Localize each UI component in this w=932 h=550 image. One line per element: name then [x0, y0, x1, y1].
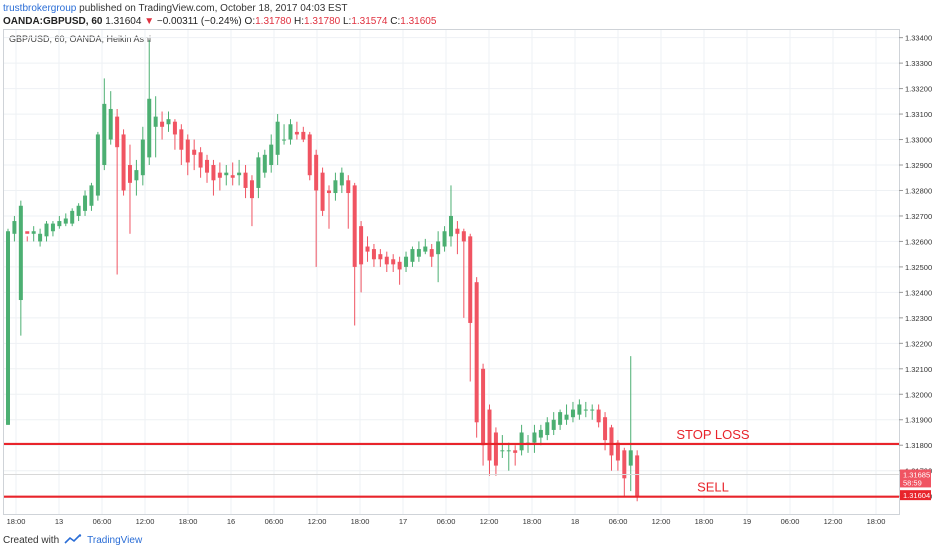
published-line: trustbrokergroup published on TradingVie… [3, 3, 347, 14]
x-tick-label: 18:00 [695, 517, 714, 526]
y-tick-label: 1.32800 [905, 186, 932, 195]
y-tick-label: 1.31600 [905, 492, 932, 501]
x-tick-label: 06:00 [609, 517, 628, 526]
down-arrow-icon: ▼ [144, 16, 155, 27]
x-tick-label: 18:00 [867, 517, 886, 526]
x-tick-label: 06:00 [265, 517, 284, 526]
x-tick-label: 13 [55, 517, 63, 526]
x-tick-label: 12:00 [480, 517, 499, 526]
low-value: 1.31574 [351, 16, 388, 27]
y-tick-label: 1.32400 [905, 288, 932, 297]
price-tag-bg [900, 490, 931, 501]
low-label: L: [342, 16, 352, 27]
created-with-text: Created with [3, 534, 60, 546]
tradingview-brand[interactable]: TradingView [87, 534, 143, 546]
chart-panel[interactable] [3, 29, 900, 515]
y-tick-label: 1.32900 [905, 161, 932, 170]
x-tick-label: 16 [227, 517, 235, 526]
chart-title: GBP/USD, 60, OANDA, Heikin Ashi [9, 34, 152, 44]
y-tick-label: 1.32300 [905, 314, 932, 323]
y-tick-label: 1.31700 [905, 467, 932, 476]
y-tick-label: 1.33300 [905, 59, 932, 68]
y-tick-label: 1.32600 [905, 237, 932, 246]
open-label: O: [244, 16, 256, 27]
ohlc-line: OANDA:GBPUSD, 60 1.31604 ▼ −0.00311 (−0.… [3, 16, 436, 27]
x-tick-label: 06:00 [437, 517, 456, 526]
price-tag: 58:59 [900, 477, 931, 488]
y-tick-label: 1.33200 [905, 85, 932, 94]
y-tick-label: 1.32200 [905, 339, 932, 348]
x-tick-label: 12:00 [308, 517, 327, 526]
x-tick-label: 18:00 [351, 517, 370, 526]
price-tag: 1.31604 [900, 490, 931, 501]
high-value: 1.31780 [304, 16, 341, 27]
x-tick-label: 18:00 [179, 517, 198, 526]
price-tag-bg [900, 469, 931, 480]
open-value: 1.31780 [255, 16, 292, 27]
high-label: H: [294, 16, 305, 27]
x-tick-label: 18 [571, 517, 579, 526]
x-tick-label: 18:00 [523, 517, 542, 526]
y-tick-label: 1.31800 [905, 441, 932, 450]
x-tick-label: 12:00 [136, 517, 155, 526]
symbol-label: OANDA:GBPUSD, 60 [3, 16, 103, 27]
x-tick-label: 06:00 [93, 517, 112, 526]
price-axis: 1.33400 1.33300 1.33200 1.33100 1.33000 1.329… [899, 34, 932, 501]
change-value: −0.00311 (−0.24%) [156, 16, 242, 27]
y-tick-label: 1.31900 [905, 416, 932, 425]
time-axis: 18:00 13 06:00 12:00 18:00 16 06:00 12:00 18:00 1… [7, 517, 886, 526]
published-text: published on TradingView.com, October 18… [79, 3, 348, 14]
x-tick-label: 06:00 [781, 517, 800, 526]
x-tick-label: 12:00 [824, 517, 843, 526]
close-label: C: [390, 16, 401, 27]
price-tag-label: 1.31685 [903, 471, 930, 480]
y-tick-label: 1.33100 [905, 110, 932, 119]
y-tick-label: 1.32700 [905, 212, 932, 221]
x-tick-label: 17 [399, 517, 407, 526]
y-tick-label: 1.32500 [905, 263, 932, 272]
footer: Created with TradingView [3, 534, 142, 546]
x-tick-label: 12:00 [652, 517, 671, 526]
y-tick-label: 1.32000 [905, 390, 932, 399]
price-tag-bg [900, 477, 931, 488]
price-tag-label: 58:59 [903, 478, 922, 487]
price-tag-label: 1.31604 [903, 491, 930, 500]
x-tick-label: 18:00 [7, 517, 26, 526]
y-tick-label: 1.33400 [905, 34, 932, 43]
x-tick-label: 19 [743, 517, 751, 526]
close-value: 1.31605 [400, 16, 437, 27]
y-tick-label: 1.32100 [905, 365, 932, 374]
last-price: 1.31604 [105, 16, 142, 27]
y-tick-label: 1.33000 [905, 136, 932, 145]
price-tag: 1.31685 [900, 469, 931, 480]
author-link[interactable]: trustbrokergroup [3, 3, 77, 14]
tradingview-logo-icon [64, 534, 82, 544]
